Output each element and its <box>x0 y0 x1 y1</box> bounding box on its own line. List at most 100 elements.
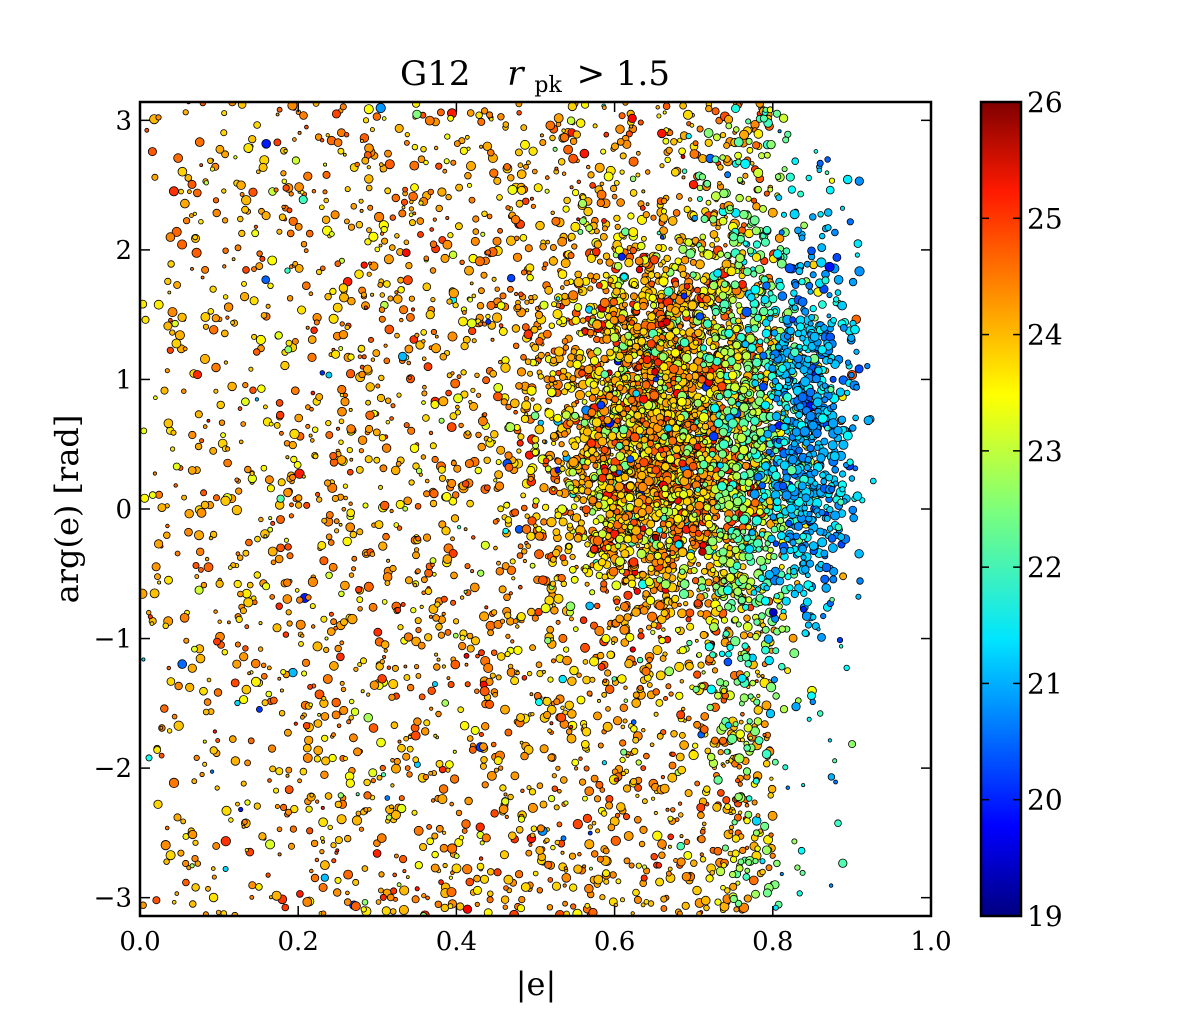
scatter-point <box>601 218 607 224</box>
scatter-point <box>320 770 329 779</box>
scatter-point <box>675 691 684 700</box>
scatter-point <box>462 904 473 914</box>
scatter-point <box>517 584 523 590</box>
scatter-point <box>355 792 360 797</box>
scatter-point <box>723 243 728 248</box>
scatter-point <box>189 863 195 869</box>
scatter-point <box>318 817 328 827</box>
scatter-point <box>289 502 294 508</box>
scatter-point <box>324 792 333 800</box>
scatter-point <box>599 380 606 386</box>
scatter-point <box>369 680 380 690</box>
scatter-point <box>325 371 333 379</box>
scatter-point <box>453 393 464 404</box>
scatter-point <box>408 295 415 302</box>
scatter-point <box>677 323 684 330</box>
scatter-point <box>563 646 570 653</box>
scatter-point <box>402 186 409 193</box>
scatter-point <box>229 735 237 743</box>
scatter-point <box>666 870 672 877</box>
scatter-point <box>530 397 535 402</box>
scatter-point <box>520 492 527 499</box>
scatter-point <box>521 269 528 276</box>
scatter-point <box>415 467 423 475</box>
scatter-point <box>749 161 755 166</box>
scatter-point <box>288 440 297 450</box>
scatter-point <box>616 138 625 146</box>
scatter-point <box>292 137 297 142</box>
scatter-point <box>614 812 621 819</box>
scatter-point <box>379 893 387 901</box>
scatter-point <box>276 228 283 235</box>
scatter-point <box>384 159 395 170</box>
scatter-point <box>692 140 699 147</box>
scatter-point <box>497 113 505 121</box>
scatter-point <box>383 343 388 348</box>
scatter-point <box>237 590 244 598</box>
scatter-point <box>490 609 498 616</box>
scatter-point <box>384 187 392 195</box>
scatter-point <box>495 567 504 576</box>
scatter-point <box>401 248 411 258</box>
scatter-point <box>361 354 367 360</box>
scatter-point <box>317 541 327 550</box>
scatter-point <box>556 712 567 723</box>
scatter-point <box>203 562 214 573</box>
scatter-point <box>534 424 545 435</box>
scatter-point <box>637 241 646 251</box>
scatter-point <box>304 735 314 745</box>
scatter-point <box>611 676 617 682</box>
scatter-point <box>517 185 527 195</box>
scatter-point <box>244 465 252 474</box>
scatter-point <box>362 117 370 124</box>
scatter-point <box>199 438 205 444</box>
scatter-point <box>467 296 474 303</box>
scatter-point <box>696 125 704 133</box>
scatter-point <box>351 566 357 572</box>
scatter-point <box>683 109 694 120</box>
scatter-point <box>565 531 575 541</box>
scatter-point <box>331 349 341 359</box>
scatter-point <box>544 837 550 843</box>
scatter-point <box>701 670 706 675</box>
scatter-point <box>536 824 545 833</box>
scatter-point <box>455 902 465 911</box>
scatter-point <box>319 137 325 143</box>
scatter-point <box>520 788 525 793</box>
scatter-point <box>350 707 360 716</box>
scatter-point <box>238 229 246 237</box>
scatter-point <box>182 859 190 868</box>
scatter-point <box>309 438 315 443</box>
scatter-point <box>271 890 282 901</box>
scatter-point <box>151 173 159 181</box>
scatter-point <box>237 215 244 223</box>
scatter-point <box>261 699 269 707</box>
scatter-point <box>289 825 297 833</box>
scatter-point <box>198 218 204 225</box>
scatter-point <box>257 384 266 393</box>
scatter-point <box>550 606 559 615</box>
scatter-point <box>498 585 507 594</box>
scatter-point <box>265 872 271 878</box>
scatter-point <box>643 752 650 760</box>
scatter-point <box>495 674 502 681</box>
scatter-point <box>368 768 378 778</box>
scatter-point <box>640 874 648 882</box>
scatter-point <box>404 344 414 354</box>
scatter-point <box>355 465 364 474</box>
scatter-point <box>659 163 665 169</box>
scatter-point <box>657 262 664 268</box>
scatter-point <box>258 832 267 841</box>
scatter-point <box>421 893 427 899</box>
scatter-point <box>231 504 242 516</box>
scatter-point <box>627 212 635 220</box>
scatter-point <box>485 318 492 325</box>
scatter-point <box>553 380 558 386</box>
scatter-point <box>576 423 583 430</box>
scatter-point <box>546 516 557 528</box>
scatter-point <box>639 606 649 615</box>
scatter-point <box>192 562 200 570</box>
scatter-point <box>192 211 197 216</box>
scatter-point <box>614 542 622 550</box>
scatter-point <box>380 225 388 234</box>
